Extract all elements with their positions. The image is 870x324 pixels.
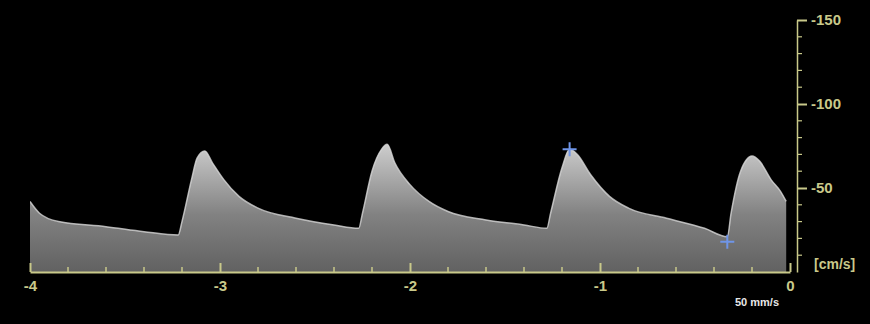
caliper [563,142,577,156]
x-tick-mark [410,263,412,272]
x-minor-tick [751,267,753,272]
x-minor-tick [181,267,183,272]
y-tick: -150 [797,11,841,28]
spectrum-area [30,144,786,272]
x-tick-mark [220,263,222,272]
y-minor-tick [797,120,802,121]
x-tick: -2 [404,263,417,294]
y-tick-mark [797,188,807,190]
x-minor-tick [67,267,69,272]
y-tick-label: -50 [811,179,833,196]
x-minor-tick [447,267,449,272]
x-tick-label: -1 [594,277,607,294]
x-tick-label: 0 [786,277,794,294]
y-minor-tick [797,238,802,239]
plot-area [30,142,786,272]
y-minor-tick [797,137,802,138]
y-axis-title: [cm/s] [814,256,855,272]
x-tick-label: -3 [214,277,227,294]
y-tick-mark [797,20,807,22]
x-tick-mark [30,263,32,272]
y-tick-label: -150 [811,11,841,28]
background [0,0,870,324]
y-minor-tick [797,204,802,205]
x-minor-tick [295,267,297,272]
chart: -4 -3 -2 -1 0 -150 -100 -50 [cm/s] 50 mm/s [0,0,870,324]
x-tick-mark [600,263,602,272]
x-minor-tick [257,267,259,272]
y-axis-line [797,21,799,273]
y-minor-tick [797,255,802,256]
y-axis: -150 -100 -50 [797,11,841,272]
y-minor-tick [797,221,802,222]
sweep-speed: 50 mm/s [735,296,779,308]
x-minor-tick [523,267,525,272]
y-tick-mark [797,104,807,106]
y-tick: -100 [797,95,841,112]
x-minor-tick [675,267,677,272]
x-tick: 0 [786,263,794,294]
x-tick: -4 [24,263,38,294]
y-minor-tick [797,70,802,71]
x-minor-tick [485,267,487,272]
caliper [720,235,734,249]
y-minor-tick [797,171,802,172]
y-minor-tick [797,154,802,155]
y-minor-tick [797,53,802,54]
y-tick-label: -100 [811,95,841,112]
x-tick-mark [790,263,792,272]
x-minor-tick [637,267,639,272]
x-tick: -3 [214,263,227,294]
x-tick-label: -4 [24,277,38,294]
x-minor-tick [713,267,715,272]
x-minor-tick [561,267,563,272]
y-minor-tick [797,87,802,88]
x-tick: -1 [594,263,607,294]
x-axis: -4 -3 -2 -1 0 [24,263,795,294]
x-minor-tick [371,267,373,272]
spectrum-envelope [30,144,786,236]
x-minor-tick [143,267,145,272]
y-minor-tick [797,36,802,37]
y-tick: -50 [797,179,833,196]
x-minor-tick [105,267,107,272]
x-minor-tick [333,267,335,272]
x-tick-label: -2 [404,277,417,294]
